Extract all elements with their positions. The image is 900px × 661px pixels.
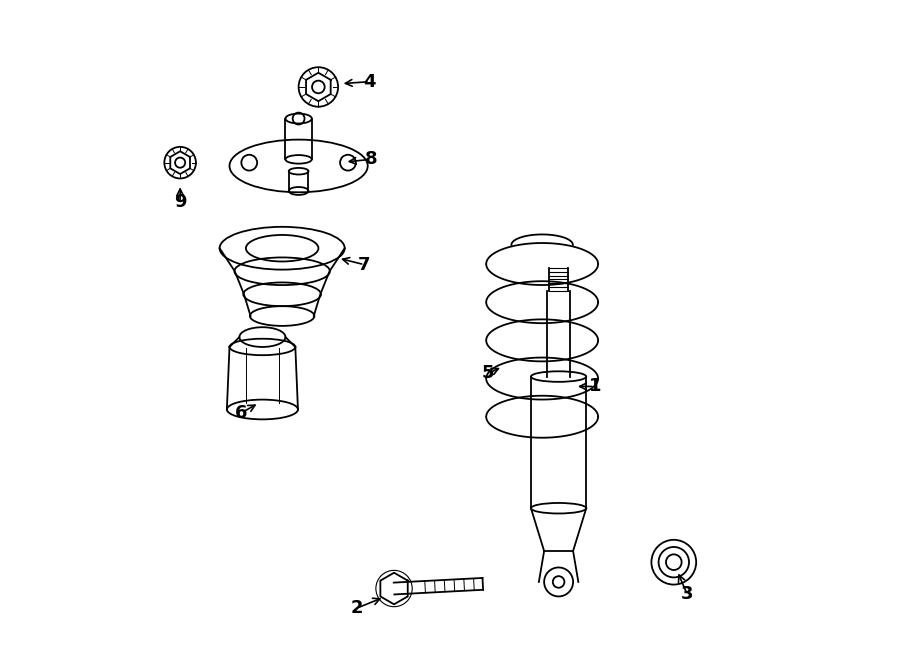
Text: 6: 6 [235,404,248,422]
Text: 7: 7 [358,256,371,274]
Text: 5: 5 [482,364,494,382]
Text: 2: 2 [350,600,363,617]
Text: 8: 8 [364,150,377,169]
Text: 4: 4 [364,73,376,91]
Text: 1: 1 [589,377,601,395]
Text: 9: 9 [174,193,186,211]
Text: 3: 3 [680,585,693,603]
